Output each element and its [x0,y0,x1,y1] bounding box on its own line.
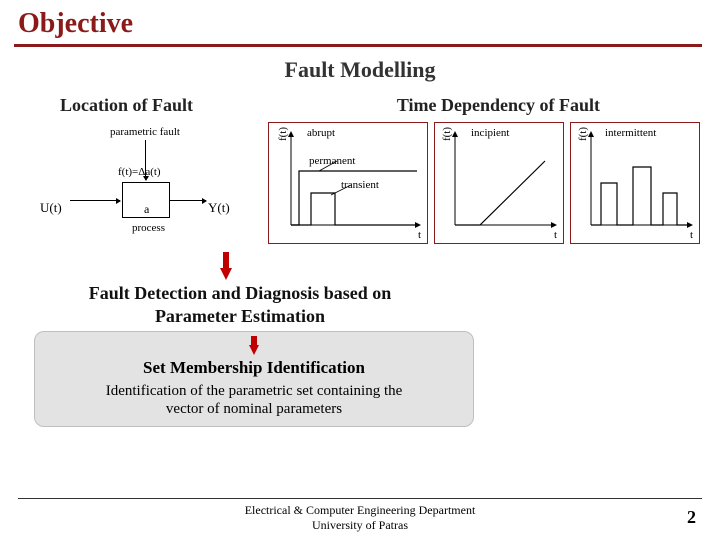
heading-location: Location of Fault [60,95,193,116]
label-transient: transient [341,179,379,191]
label-u: U(t) [40,200,62,216]
ylabel-incipient: f(t) [441,127,453,141]
footer-univ: University of Patras [312,518,408,532]
fdd-heading: Fault Detection and Diagnosis based on P… [40,282,440,327]
block-diagram: parametric fault f(t)=Δa(t) U(t) a Y(t) … [40,122,258,242]
label-y: Y(t) [208,200,230,216]
title-abrupt: abrupt [307,127,335,139]
label-parametric-fault: parametric fault [110,126,180,138]
label-permanent: permanent [309,155,355,167]
ylabel-intermittent: f(t) [577,127,589,141]
ylabel-abrupt: f(t) [277,127,289,141]
heading-time: Time Dependency of Fault [397,95,600,116]
footer-dept: Electrical & Computer Engineering Depart… [245,503,476,517]
smi-desc-line1: Identification of the parametric set con… [106,383,403,399]
title-incipient: incipient [471,127,510,139]
label-ft: f(t)=Δa(t) [118,166,161,178]
fdd-line2: Parameter Estimation [155,306,325,326]
fdd-line1: Fault Detection and Diagnosis based on [89,283,392,303]
gray-box: Set Membership Identification Identifica… [34,331,474,427]
page-number: 2 [666,507,696,528]
diagrams-row: parametric fault f(t)=Δa(t) U(t) a Y(t) … [40,122,700,244]
chart-incipient [435,123,565,245]
footer-divider [18,498,702,499]
time-panels: f(t) abrupt permanent transient t f(t) i [268,122,700,244]
label-a: a [144,202,149,217]
arrow-in-icon [70,200,120,201]
arrow-out-icon [170,200,206,201]
title-underline [14,44,702,47]
arrow-down-red-icon [220,252,232,280]
panel-incipient: f(t) incipient t [434,122,564,244]
footer-text: Electrical & Computer Engineering Depart… [54,503,666,532]
smi-title: Set Membership Identification [45,358,463,378]
title-intermittent: intermittent [605,127,656,139]
xlabel-incipient: t [554,229,557,241]
slide-title: Objective [0,0,720,44]
label-process: process [132,222,165,234]
smi-desc: Identification of the parametric set con… [45,382,463,418]
chart-intermittent [571,123,701,245]
slide-subtitle: Fault Modelling [0,57,720,83]
xlabel-intermittent: t [690,229,693,241]
section-headings-row: Location of Fault Time Dependency of Fau… [40,95,680,116]
panel-abrupt: f(t) abrupt permanent transient t [268,122,428,244]
footer: Electrical & Computer Engineering Depart… [0,498,720,532]
panel-intermittent: f(t) intermittent t [570,122,700,244]
xlabel-abrupt: t [418,229,421,241]
smi-desc-line2: vector of nominal parameters [166,401,342,417]
arrow-down-red-small-icon [249,336,259,356]
